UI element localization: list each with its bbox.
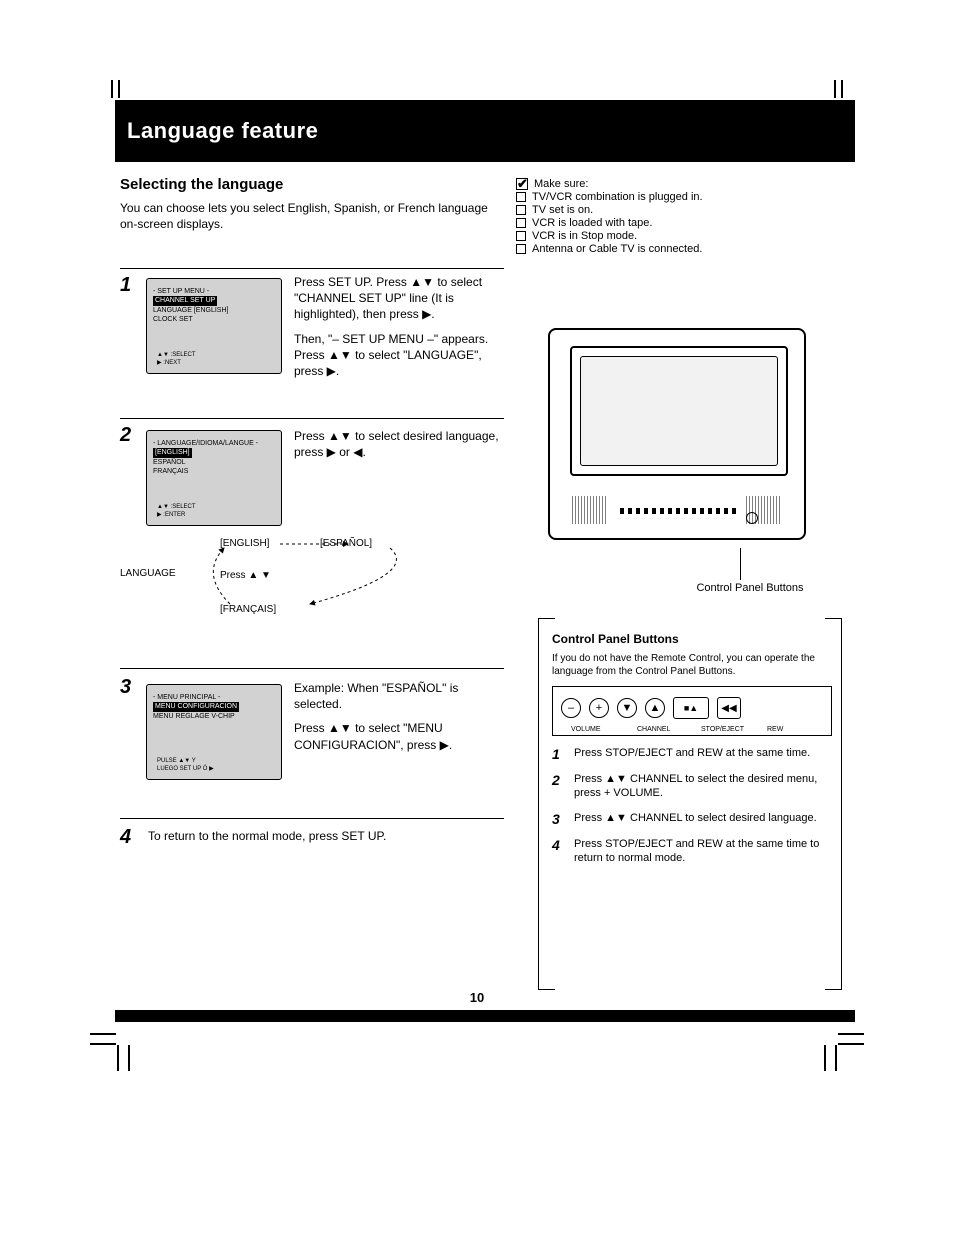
crop-mark: [90, 1043, 116, 1045]
volume-down-icon: –: [561, 698, 581, 718]
footer-bar: [115, 1010, 855, 1022]
checklist-item: TV/VCR combination is plugged in.: [532, 191, 703, 203]
panel-steps: 1Press STOP/EJECT and REW at the same ti…: [552, 746, 832, 865]
divider: [120, 668, 504, 669]
checkbox-icon: [516, 192, 526, 202]
mini-step-number: 2: [552, 772, 570, 801]
page-header: Language feature: [115, 100, 855, 162]
mini-step-number: 1: [552, 746, 570, 762]
crop-mark: [111, 80, 113, 98]
panel-title: Control Panel Buttons: [552, 632, 832, 646]
osd-screen-3: - MENU PRINCIPAL - MENU CONFIGURACION ME…: [146, 684, 282, 780]
channel-up-icon: ▲: [645, 698, 665, 718]
crop-mark: [835, 1045, 837, 1071]
mini-step-text: Press ▲▼ CHANNEL to select desired langu…: [574, 811, 832, 827]
step-number: 2: [120, 424, 131, 447]
checkbox-icon: [516, 205, 526, 215]
page-number: 10: [0, 990, 954, 1005]
checklist-item: VCR is in Stop mode.: [532, 230, 637, 242]
crop-mark: [90, 1033, 116, 1035]
divider: [120, 818, 504, 819]
step-3-body: Example: When "ESPAÑOL" is selected. Pre…: [294, 680, 504, 753]
cycle-arrows-icon: [200, 534, 460, 620]
step-number: 4: [120, 826, 131, 849]
crop-mark: [838, 1033, 864, 1035]
section-title: Selecting the language: [120, 176, 283, 193]
button-row-illustration: – + ▼ ▲ ■▲ ◀◀ VOLUME CHANNEL STOP/EJECT …: [552, 686, 832, 736]
section-intro: You can choose lets you select English, …: [120, 200, 500, 232]
checkbox-icon: [516, 244, 526, 254]
check-icon: [516, 178, 528, 190]
tv-illustration: [548, 328, 806, 540]
tv-pointer-label: Control Panel Buttons: [670, 582, 830, 594]
mini-step-number: 4: [552, 837, 570, 866]
step-2-body: Press ▲▼ to select desired language, pre…: [294, 428, 504, 460]
checklist-heading: Make sure:: [534, 178, 588, 190]
checklist-item: VCR is loaded with tape.: [532, 217, 652, 229]
crop-mark: [838, 1043, 864, 1045]
channel-down-icon: ▼: [617, 698, 637, 718]
mini-step-number: 3: [552, 811, 570, 827]
crop-mark: [834, 80, 836, 98]
checkbox-icon: [516, 231, 526, 241]
step-number: 1: [120, 274, 131, 297]
panel-desc: If you do not have the Remote Control, y…: [552, 652, 832, 678]
checklist: Make sure: TV/VCR combination is plugged…: [516, 178, 836, 256]
step-number: 3: [120, 676, 131, 699]
mini-step-text: Press ▲▼ CHANNEL to select the desired m…: [574, 772, 832, 801]
tv-pointer-line: [740, 548, 741, 580]
crop-mark: [841, 80, 843, 98]
rew-icon: ◀◀: [717, 697, 741, 719]
checklist-item: TV set is on.: [532, 204, 593, 216]
volume-up-icon: +: [589, 698, 609, 718]
checklist-item: Antenna or Cable TV is connected.: [532, 243, 702, 255]
crop-mark: [128, 1045, 130, 1071]
control-panel-box: Control Panel Buttons If you do not have…: [538, 618, 842, 988]
crop-mark: [117, 1045, 119, 1071]
divider: [120, 418, 504, 419]
crop-mark: [824, 1045, 826, 1071]
divider: [120, 268, 504, 269]
mini-step-text: Press STOP/EJECT and REW at the same tim…: [574, 746, 832, 762]
crop-mark: [118, 80, 120, 98]
checkbox-icon: [516, 218, 526, 228]
osd-screen-2: - LANGUAGE/IDIOMA/LANGUE - [ENGLISH] ESP…: [146, 430, 282, 526]
step-1-body: Press SET UP. Press ▲▼ to select "CHANNE…: [294, 274, 504, 379]
stop-eject-icon: ■▲: [673, 697, 709, 719]
step-4-body: To return to the normal mode, press SET …: [148, 828, 498, 844]
language-cycle-diagram: LANGUAGE [ENGLISH] [ESPAÑOL] [FRANÇAIS] …: [160, 536, 440, 620]
page-title: Language feature: [127, 118, 318, 144]
osd-screen-1: - SET UP MENU - CHANNEL SET UP LANGUAGE …: [146, 278, 282, 374]
mini-step-text: Press STOP/EJECT and REW at the same tim…: [574, 837, 832, 866]
